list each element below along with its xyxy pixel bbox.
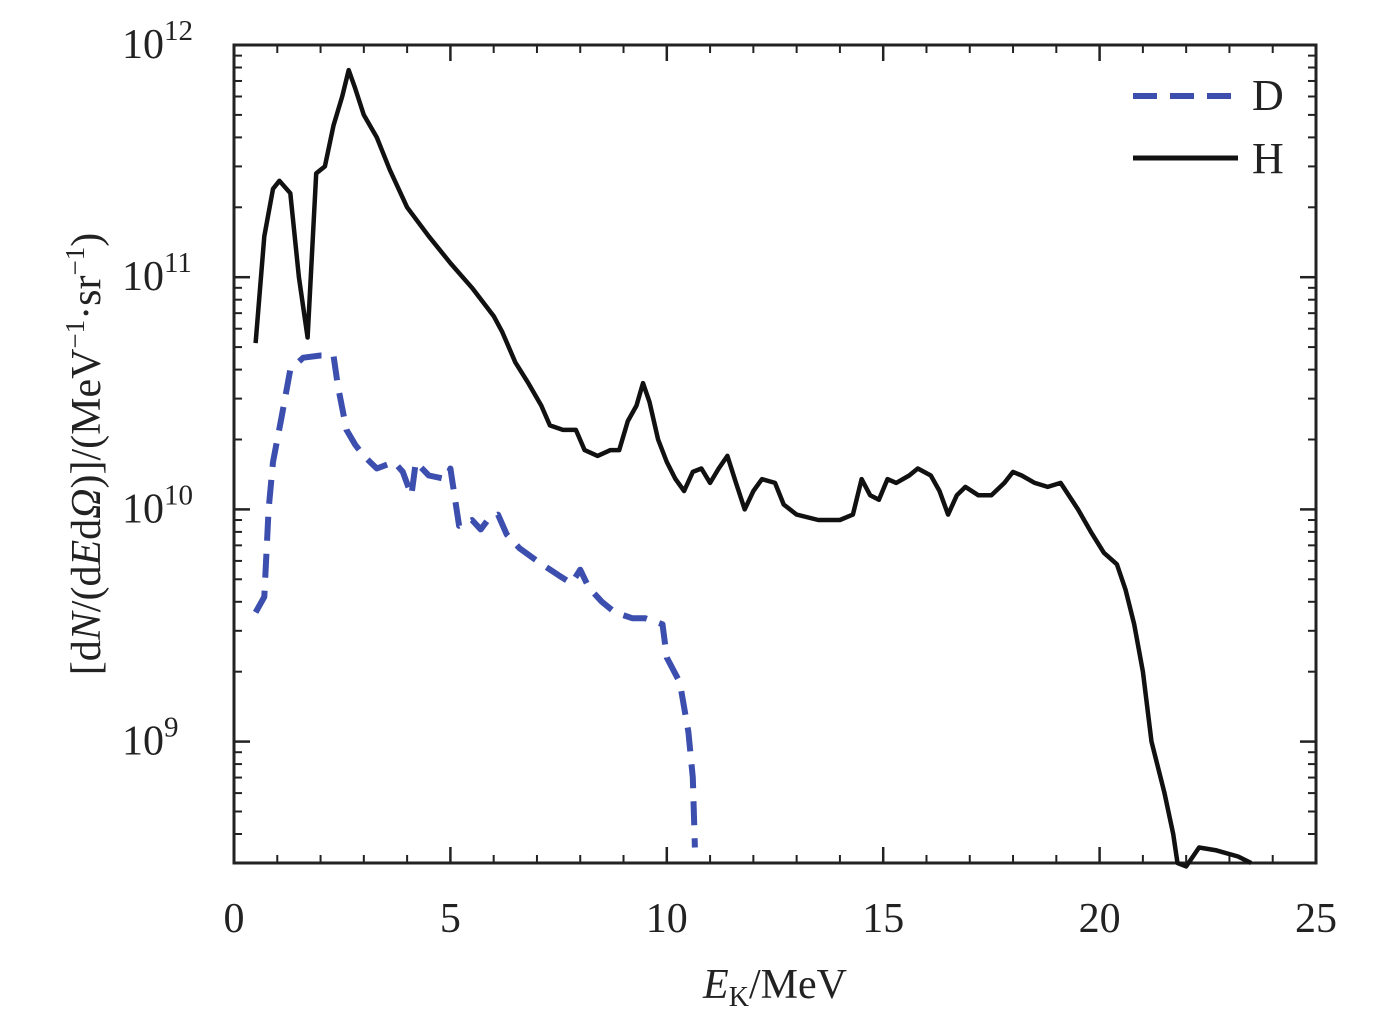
x-axis: 0 5 10 15 20 25 [224,45,1337,942]
series-layer [252,67,1253,869]
y-axis-title-part: d [64,519,110,540]
x-axis-title-symbol: E [702,962,729,1008]
legend-label-d: D [1252,71,1284,120]
y-axis-title-part: [d [64,640,110,675]
series-line-h [253,67,1253,869]
x-tick-label: 10 [646,896,688,942]
y-axis-title-part: Ω [64,489,110,519]
legend: D H [1133,71,1284,183]
plot-frame [232,43,1318,865]
x-axis-title: EK/MeV [702,962,847,1013]
x-tick-label: 0 [224,896,245,942]
y-axis-title-superscript: −1 [60,320,90,349]
x-axis-title-subscript: K [729,982,749,1013]
y-axis-title-part: ) [64,233,110,247]
y-axis: 109 1010 1011 1012 [122,15,1316,835]
x-tick-label: 20 [1079,896,1121,942]
y-axis-title-part: E [64,540,110,567]
legend-label-h: H [1252,134,1284,183]
y-tick-label: 1010 [122,479,193,532]
y-axis-title-part: )]/(MeV [64,349,110,489]
y-tick-label: 1011 [122,247,192,300]
y-axis-title: [dN/(dEdΩ)]/(MeV−1·sr−1) [60,233,110,675]
x-tick-label: 15 [862,896,904,942]
y-axis-title-superscript: −1 [60,247,90,276]
y-tick-label: 109 [122,712,179,765]
x-tick-label: 5 [440,896,461,942]
y-axis-title-part: N [64,610,110,641]
series-line-d [252,352,698,848]
y-tick-label: 1012 [122,15,193,68]
y-axis-title-part: /(d [64,566,110,613]
y-axis-title-part: ·sr [64,276,110,320]
x-axis-title-unit: /MeV [749,962,847,1008]
x-tick-label: 25 [1295,896,1337,942]
